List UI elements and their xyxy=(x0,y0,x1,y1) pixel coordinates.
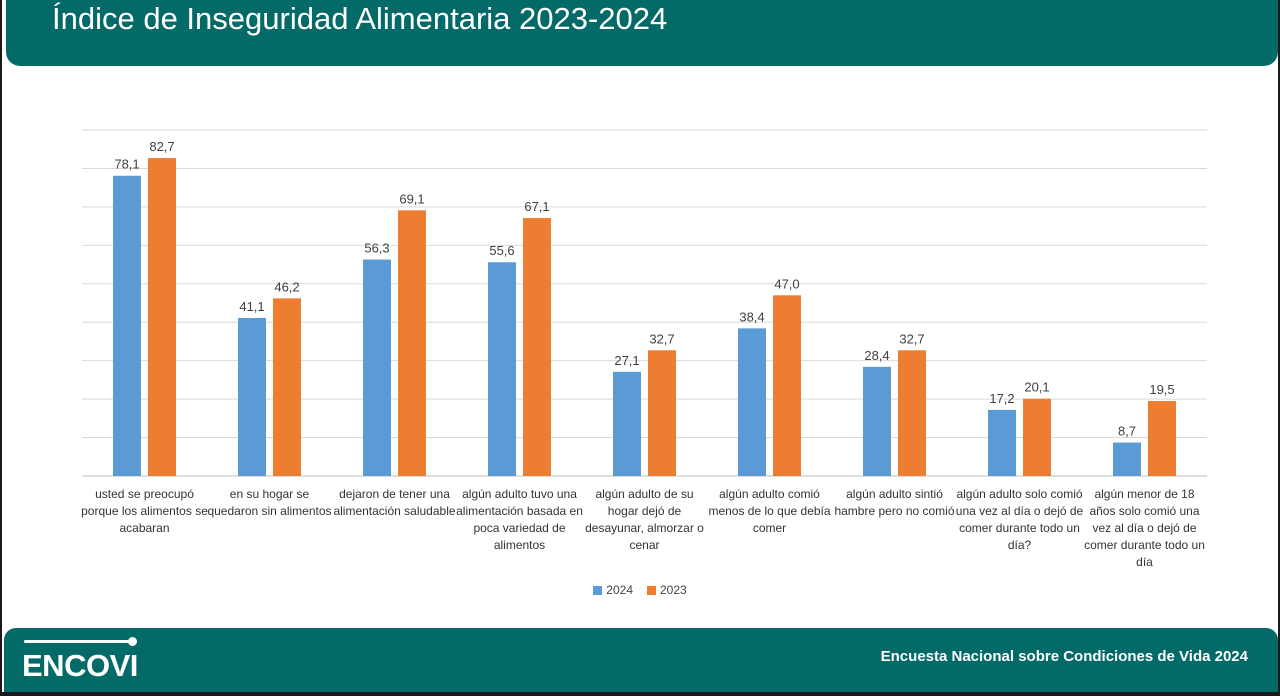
data-label-2024-4: 55,6 xyxy=(489,243,514,258)
bar-2024-7 xyxy=(863,366,891,476)
bar-2023-5 xyxy=(648,350,676,476)
bar-2024-9 xyxy=(1113,442,1141,476)
data-label-2023-2: 46,2 xyxy=(274,279,299,294)
bar-2023-8 xyxy=(1023,398,1051,476)
legend-label-2024: 2024 xyxy=(606,583,633,597)
data-label-2023-3: 69,1 xyxy=(399,191,424,206)
category-label-3: dejaron de tener una alimentación saluda… xyxy=(333,487,456,518)
category-label-8: algún adulto solo comió una vez al día o… xyxy=(955,487,1084,552)
footer-banner: ENCOVI Encuesta Nacional sobre Condicion… xyxy=(4,628,1278,692)
footer-source: Encuesta Nacional sobre Condiciones de V… xyxy=(880,648,1248,665)
bar-2023-1 xyxy=(148,158,176,476)
category-label-2: en su hogar se quedaron sin alimentos xyxy=(207,487,332,518)
bar-2024-2 xyxy=(238,317,266,476)
data-label-2023-5: 32,7 xyxy=(649,331,674,346)
bar-2024-8 xyxy=(988,409,1016,476)
legend-swatch-2023 xyxy=(647,585,656,595)
bar-chart: 78,1 82,7 41,1 46,2 56,3 69,1 55,6 67,1 27,1 32,7… xyxy=(82,129,1207,477)
data-label-2023-7: 32,7 xyxy=(899,331,924,346)
data-label-2023-8: 20,1 xyxy=(1024,380,1049,395)
header-banner: Índice de Inseguridad Alimentaria 2023-2… xyxy=(6,0,1278,66)
data-label-2024-2: 41,1 xyxy=(239,299,264,314)
data-label-2024-8: 17,2 xyxy=(989,391,1014,406)
data-label-2024-5: 27,1 xyxy=(614,353,639,368)
category-label-9: algún menor de 18 años solo comió una ve… xyxy=(1084,487,1205,569)
bar-2023-4 xyxy=(523,218,551,476)
legend-item-2024: 2024 xyxy=(593,583,633,597)
data-label-2024-9: 8,7 xyxy=(1118,424,1136,439)
bar-2023-7 xyxy=(898,350,926,476)
data-label-2024-6: 38,4 xyxy=(739,309,764,324)
encovi-logo: ENCOVI xyxy=(22,648,138,683)
data-label-2023-9: 19,5 xyxy=(1149,382,1174,397)
data-label-2024-1: 78,1 xyxy=(114,157,139,172)
bar-2023-2 xyxy=(273,298,301,476)
data-label-2024-7: 28,4 xyxy=(864,348,889,363)
data-label-2023-1: 82,7 xyxy=(149,139,174,154)
bar-2023-9 xyxy=(1148,401,1176,476)
data-label-2024-3: 56,3 xyxy=(364,241,389,256)
category-label-1: usted se preocupó porque los alimentos s… xyxy=(81,487,208,535)
category-label-5: algún adulto de su hogar dejó de desayun… xyxy=(585,487,704,552)
page-title: Índice de Inseguridad Alimentaria 2023-2… xyxy=(52,1,668,36)
legend-item-2023: 2023 xyxy=(647,583,687,597)
data-label-2023-4: 67,1 xyxy=(524,199,549,214)
bar-2024-3 xyxy=(363,259,391,476)
legend-label-2023: 2023 xyxy=(660,583,687,597)
category-label-4: algún adulto tuvo una alimentación basad… xyxy=(456,487,583,552)
category-label-6: algún adulto comió menos de lo que debía… xyxy=(708,487,831,535)
bar-2024-4 xyxy=(488,262,516,476)
category-label-7: algún adulto sintió hambre pero no comió xyxy=(834,487,955,518)
data-label-2023-6: 47,0 xyxy=(774,276,799,291)
logo-underline xyxy=(24,640,132,643)
bar-2024-6 xyxy=(738,328,766,476)
bar-2024-5 xyxy=(613,371,641,476)
bar-2024-1 xyxy=(113,175,141,476)
legend-swatch-2024 xyxy=(593,585,603,595)
bar-2023-3 xyxy=(398,210,426,477)
chart-legend: 2024 2023 xyxy=(2,583,1278,597)
bar-2023-6 xyxy=(773,295,801,476)
logo-dot xyxy=(128,637,137,646)
